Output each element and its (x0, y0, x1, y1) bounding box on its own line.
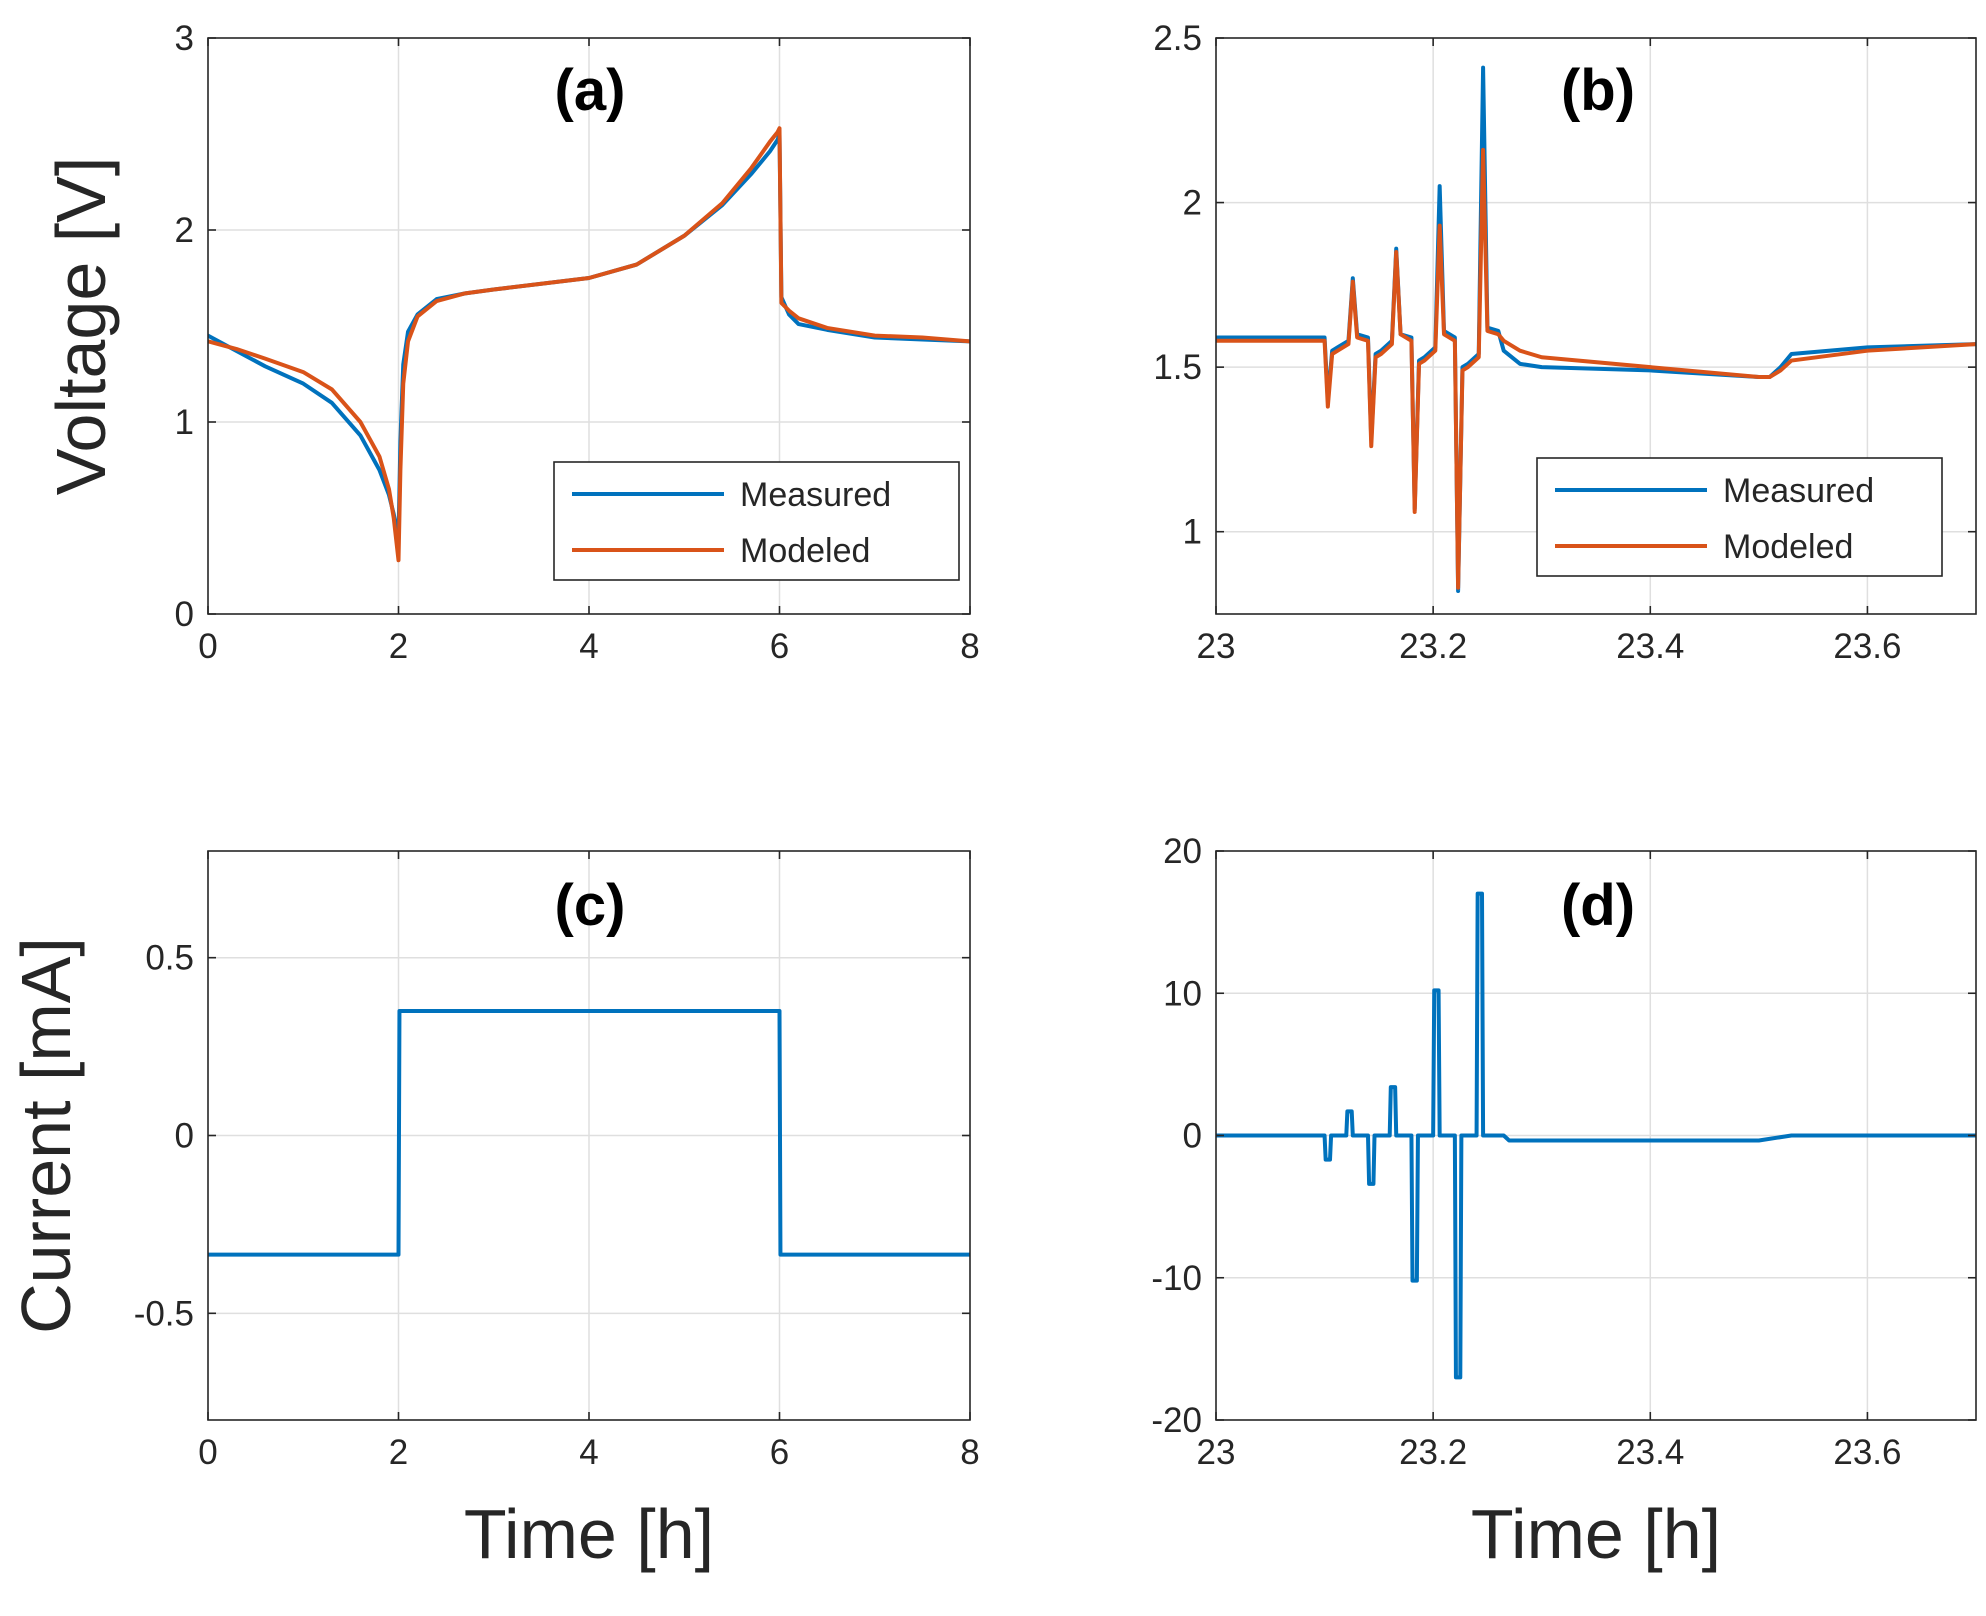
y-tick-label: 0.5 (145, 939, 194, 978)
panel-b: 23 23.2 23.4 23.6 1 1.5 2 2.5 (b) Measured Modeled (1153, 19, 1977, 666)
x-tick-label: 2 (389, 627, 408, 666)
x-tick-label: 6 (770, 627, 789, 666)
x-tick-label: 23.4 (1616, 1433, 1684, 1472)
x-tick-label: 23 (1197, 627, 1236, 666)
x-tick-label: 8 (960, 1433, 979, 1472)
y-tick-label: 2 (1183, 184, 1202, 223)
x-tick-label: 6 (770, 1433, 789, 1472)
legend: Measured Modeled (553, 461, 960, 581)
y-tick-label: 1 (175, 403, 194, 442)
x-tick-label: 23.2 (1399, 627, 1467, 666)
y-tick-label: -20 (1151, 1401, 1202, 1440)
panel-c: 0 2 4 6 8 -0.5 0 0.5 Current [mA] Time [h] (c) (7, 850, 980, 1573)
panel-label: (b) (1561, 58, 1635, 123)
panel-a: 0 2 4 6 8 0 1 2 3 Voltage [V] (a) Measured Modeled (42, 19, 980, 666)
y-tick-label: 0 (175, 595, 194, 634)
y-tick-label: 2.5 (1153, 19, 1202, 58)
axes-box (1215, 37, 1977, 615)
y-tick-label: 10 (1163, 974, 1202, 1013)
series-line-modeled (208, 126, 970, 563)
x-axis-label: Time [h] (464, 1495, 714, 1573)
panel-label: (d) (1561, 873, 1635, 938)
x-tick-label: 8 (960, 627, 979, 666)
y-tick-label: 2 (175, 211, 194, 250)
legend: Measured Modeled (1536, 457, 1943, 577)
legend-box (1536, 457, 1943, 577)
x-tick-label: 23 (1197, 1433, 1236, 1472)
y-tick-label: 3 (175, 19, 194, 58)
x-tick-label: 2 (389, 1433, 408, 1472)
y-axis-label: Current [mA] (7, 937, 85, 1334)
legend-label-measured: Measured (1723, 472, 1874, 510)
y-axis-label: Voltage [V] (42, 157, 120, 496)
y-tick-label: 1.5 (1153, 348, 1202, 387)
panel-label: (a) (555, 58, 626, 123)
panel-label: (c) (555, 873, 626, 938)
x-tick-label: 4 (579, 1433, 598, 1472)
series-line-modeled (1216, 147, 1976, 590)
x-axis-label: Time [h] (1471, 1495, 1721, 1573)
x-tick-label: 23.4 (1616, 627, 1684, 666)
panel-d: 23 23.2 23.4 23.6 -20 -10 0 10 20 Time [h] (d) (1151, 832, 1977, 1573)
y-tick-label: 1 (1183, 513, 1202, 552)
y-tick-label: 0 (1183, 1117, 1202, 1156)
y-tick-label: 0 (175, 1117, 194, 1156)
x-tick-label: 23.2 (1399, 1433, 1467, 1472)
legend-box (553, 461, 960, 581)
y-tick-label: -0.5 (134, 1294, 194, 1333)
x-tick-label: 23.6 (1833, 627, 1901, 666)
x-tick-label: 0 (198, 1433, 217, 1472)
y-tick-label: -10 (1151, 1259, 1202, 1298)
y-tick-label: 20 (1163, 832, 1202, 871)
legend-label-modeled: Modeled (1723, 528, 1853, 566)
x-tick-label: 23.6 (1833, 1433, 1901, 1472)
x-tick-label: 4 (579, 627, 598, 666)
series-line-current (208, 1009, 970, 1257)
legend-label-modeled: Modeled (740, 532, 870, 570)
x-tick-label: 0 (198, 627, 217, 666)
series-line-current (1216, 891, 1976, 1380)
legend-label-measured: Measured (740, 476, 891, 514)
